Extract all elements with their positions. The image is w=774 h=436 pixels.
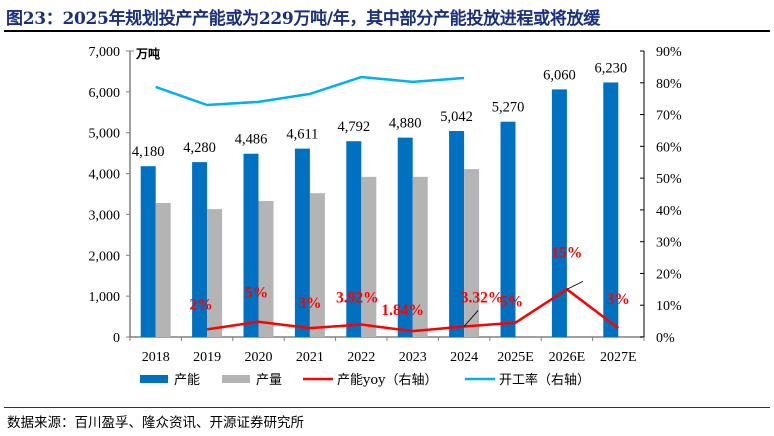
legend-capacity-label: 产能 (174, 373, 200, 388)
y-tick-label: 4,000 (89, 168, 121, 183)
x-tick-label: 2020 (245, 350, 273, 365)
x-tick-label: 2027E (600, 350, 637, 365)
y2-tick-label: 70% (656, 109, 682, 124)
capacity-bar (192, 162, 208, 337)
x-tick-label: 2024 (450, 350, 478, 365)
y2-tick-label: 10% (656, 299, 682, 314)
y-tick-label: 2,000 (89, 249, 121, 264)
capacity-data-label: 4,611 (286, 127, 318, 143)
x-tick-label: 2019 (193, 350, 221, 365)
capacity-bar (551, 89, 567, 337)
y2-tick-label: 50% (656, 172, 682, 187)
yoy-data-label: 1.84% (381, 302, 424, 319)
y2-tick-label: 0% (656, 331, 675, 346)
x-tick-label: 2022 (347, 350, 375, 365)
y2-tick-label: 80% (656, 77, 682, 92)
capacity-data-label: 6,060 (543, 67, 576, 83)
capacity-data-label: 5,042 (440, 109, 473, 125)
output-bar (361, 176, 377, 337)
y2-tick-label: 90% (656, 45, 682, 60)
legend-output-label: 产量 (256, 373, 282, 388)
x-tick-label: 2025E (497, 350, 534, 365)
yoy-leader-line (463, 310, 479, 327)
capacity-data-label: 4,880 (389, 116, 422, 132)
source-divider (4, 407, 770, 408)
x-tick-label: 2023 (399, 350, 427, 365)
y2-tick-label: 40% (656, 204, 682, 219)
yoy-data-label: 2% (189, 296, 212, 313)
y-tick-label: 3,000 (89, 208, 121, 223)
y2-tick-label: 60% (656, 140, 682, 155)
y-tick-label: 1,000 (89, 290, 121, 305)
capacity-data-label: 4,280 (183, 140, 216, 156)
capacity-data-label: 4,792 (337, 119, 370, 135)
capacity-bar (346, 141, 362, 337)
output-bar (207, 209, 223, 337)
capacity-bar (397, 137, 413, 337)
x-tick-label: 2026E (549, 350, 586, 365)
y2-tick-label: 30% (656, 236, 682, 251)
utilization-line (155, 75, 465, 107)
yoy-data-label: 5% (245, 285, 268, 302)
capacity-bar (603, 82, 619, 338)
output-bar (464, 169, 480, 337)
y-tick-label: 5,000 (89, 127, 121, 142)
capacity-bar (294, 148, 310, 337)
x-tick-label: 2018 (142, 350, 170, 365)
yoy-data-label: 15% (551, 244, 582, 261)
capacity-data-label: 5,270 (492, 100, 525, 116)
capacity-data-label: 6,230 (594, 60, 627, 76)
capacity-bar (500, 121, 516, 337)
legend-capacity-swatch (140, 375, 168, 383)
y-tick-label: 0 (113, 331, 120, 346)
output-bar (258, 200, 274, 337)
source-note: 数据来源：百川盈孚、隆众资讯、开源证券研究所 (7, 415, 304, 431)
yoy-data-label: 3.32% (461, 289, 504, 306)
legend-yoy-label: 产能yoy（右轴） (337, 373, 438, 388)
legend-utilization-label: 开工率（右轴） (499, 372, 590, 388)
capacity-bar (449, 130, 465, 337)
output-bar (309, 193, 325, 337)
title-divider (4, 30, 770, 32)
capacity-bar (243, 153, 259, 337)
figure-title: 图23：2025年规划投产产能或为229万吨/年，其中部分产能投放进程或将放缓 (6, 9, 600, 29)
y-tick-label: 6,000 (89, 86, 121, 101)
y-unit-label: 万吨 (135, 46, 160, 61)
y-tick-label: 7,000 (89, 45, 121, 60)
output-bar (155, 202, 171, 337)
capacity-data-label: 4,486 (235, 132, 268, 148)
yoy-data-label: 3% (298, 295, 321, 312)
chart: 0 1,000 2,000 3,000 4,000 5,000 6,000 7,000 万吨 0%… (89, 45, 683, 388)
yoy-data-label: 5% (500, 294, 523, 311)
y2-tick-label: 20% (656, 267, 682, 282)
yoy-leader-line (566, 280, 584, 290)
output-bar (412, 176, 428, 337)
x-tick-label: 2021 (296, 350, 324, 365)
capacity-bar (140, 166, 156, 337)
yoy-data-label: 3.92% (336, 290, 379, 307)
capacity-data-label: 4,180 (132, 144, 165, 160)
yoy-data-label: 3% (607, 291, 630, 308)
legend-output-swatch (222, 375, 250, 383)
